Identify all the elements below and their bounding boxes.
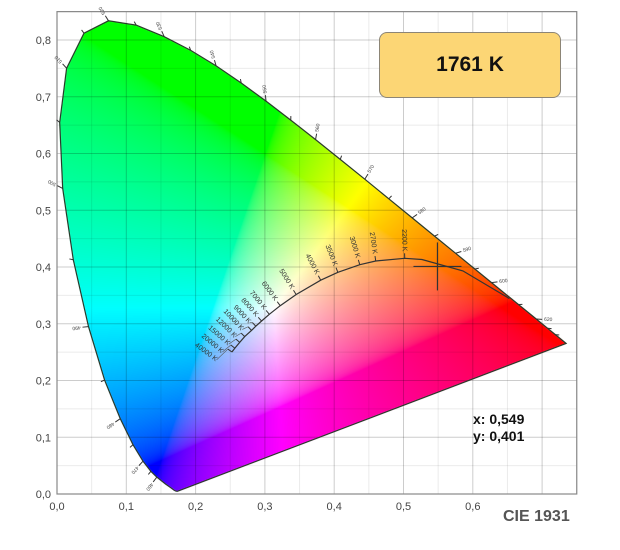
cct-tick [317, 275, 322, 281]
wavelength-tick [100, 379, 105, 383]
wavelength-tick [239, 78, 242, 84]
wavelength-tick [213, 60, 217, 67]
cct-label: 2200 K [400, 229, 408, 252]
y-tick-label: 0,5 [36, 205, 51, 217]
cct-tick [265, 310, 270, 315]
spectral-locus-line [59, 20, 568, 492]
x-tick-label: 0,5 [396, 501, 411, 513]
wavelength-label: 530 [155, 20, 164, 30]
wavelength-tick [57, 185, 63, 189]
cct-tick [357, 259, 361, 265]
wavelength-tick [364, 173, 369, 180]
cct-readout-box: 1761 K [379, 32, 561, 98]
planckian-locus-line [231, 257, 510, 353]
y-tick-label: 0,2 [36, 376, 51, 388]
y-tick-label: 0,8 [36, 35, 51, 47]
xy-readout: x: 0,549 y: 0,401 [473, 411, 524, 445]
wavelength-label: 480 [105, 420, 115, 430]
wavelength-tick [315, 133, 318, 140]
wavelength-tick [411, 213, 418, 219]
x-tick-label: 0,0 [49, 501, 64, 513]
cct-tick [335, 267, 339, 273]
cct-tick [374, 255, 377, 262]
wavelength-label: 470 [129, 465, 139, 475]
wavelength-tick [81, 29, 85, 34]
wavelength-tick [455, 250, 462, 254]
wavelength-label: 600 [499, 278, 508, 285]
wavelength-tick [133, 21, 137, 26]
x-tick-label: 0,3 [257, 501, 272, 513]
wavelength-tick [474, 267, 479, 270]
wavelength-tick [264, 95, 267, 102]
wavelength-tick [129, 444, 134, 448]
cct-label: 3000 K [348, 236, 361, 260]
cct-tick [235, 338, 241, 343]
wavelength-tick [62, 63, 68, 69]
y-tick-label: 0,4 [36, 262, 51, 274]
wavelength-label: 570 [367, 164, 377, 174]
wavelength-tick [69, 258, 74, 261]
wavelength-label: 510 [54, 54, 64, 64]
y-tick-label: 0,3 [36, 319, 51, 331]
wavelength-label: 490 [72, 324, 81, 331]
cct-tick [230, 344, 236, 349]
wavelength-tick [152, 476, 158, 483]
wavelength-tick [161, 30, 165, 37]
cct-label: 6000 K [260, 280, 279, 302]
cct-tick [293, 289, 297, 295]
cct-value: 1761 K [436, 53, 504, 76]
wavelength-label: 460 [144, 481, 154, 491]
x-coordinate: x: 0,549 [473, 411, 525, 427]
wavelength-label: 540 [209, 49, 217, 59]
chart-title: CIE 1931 [503, 508, 570, 525]
cct-leader-line [235, 332, 242, 337]
plot-frame [56, 11, 578, 495]
wavelength-label: 520 [98, 5, 108, 15]
wavelength-tick [339, 155, 343, 160]
wavelength-tick [434, 233, 439, 237]
cct-leader-line [216, 348, 229, 361]
y-tick-label: 0,7 [36, 92, 51, 104]
wavelength-label: 500 [47, 178, 57, 187]
wavelength-tick [104, 15, 109, 22]
cct-leader-line [222, 344, 232, 353]
cct-label: 4000 K [304, 253, 321, 276]
wavelength-tick [56, 119, 61, 123]
x-tick-label: 0,2 [188, 501, 203, 513]
wavelength-tick [138, 460, 144, 466]
wavelength-label: 620 [544, 317, 553, 323]
cct-tick [257, 316, 262, 322]
cct-tick [247, 326, 252, 331]
wavelength-tick [388, 195, 392, 200]
cct-label: 5000 K [277, 268, 295, 291]
wavelength-label: 580 [417, 206, 427, 216]
x-tick-label: 0,4 [327, 501, 342, 513]
wavelength-tick [115, 418, 121, 423]
y-tick-label: 0,1 [36, 432, 51, 444]
cct-tick [240, 332, 246, 337]
wavelength-tick [188, 46, 192, 51]
wavelength-tick [147, 471, 152, 475]
cct-label: 2700 K [368, 232, 378, 255]
wavelength-label: 590 [462, 246, 472, 254]
x-tick-label: 0,6 [465, 501, 480, 513]
cct-label: 3500 K [324, 244, 339, 268]
cct-leader-line [228, 338, 237, 345]
cct-tick [227, 348, 233, 353]
y-coordinate: y: 0,401 [473, 428, 525, 444]
wavelength-label: 550 [262, 84, 269, 93]
y-tick-label: 0,0 [36, 489, 51, 501]
cct-leader-line [242, 326, 249, 330]
wavelength-tick [82, 326, 89, 328]
cct-tick [276, 301, 281, 307]
x-tick-label: 0,1 [119, 501, 134, 513]
y-tick-label: 0,6 [36, 149, 51, 161]
cct-tick [252, 322, 257, 327]
wavelength-label: 560 [314, 123, 321, 132]
wavelength-tick [491, 281, 498, 284]
